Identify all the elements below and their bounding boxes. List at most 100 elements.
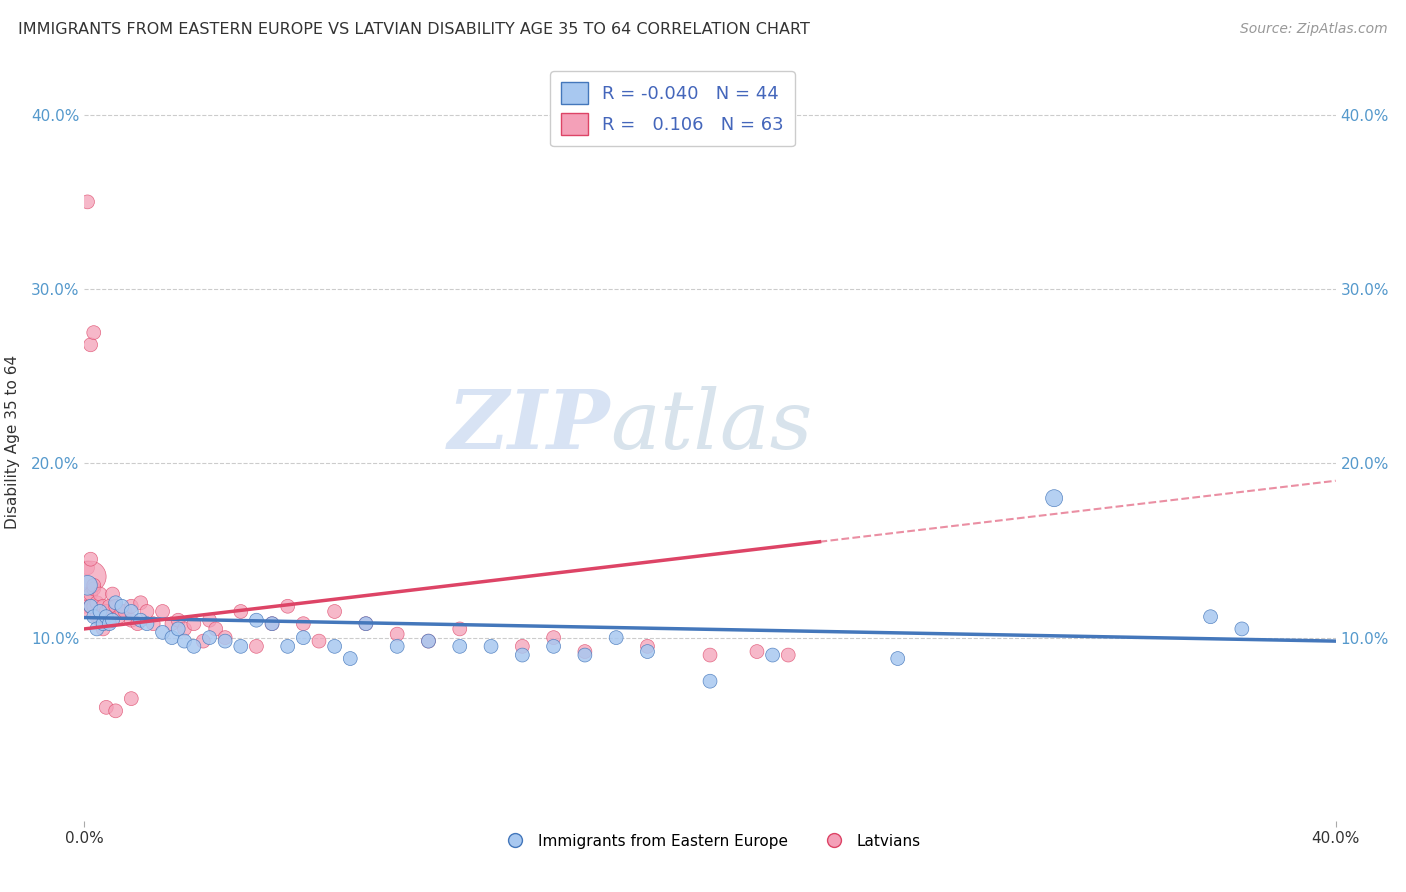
Point xyxy=(152,625,174,640)
Point xyxy=(339,651,361,665)
Text: atlas: atlas xyxy=(610,386,813,467)
Point xyxy=(637,644,659,658)
Point xyxy=(79,599,101,614)
Point xyxy=(214,634,236,648)
Point xyxy=(292,631,315,645)
Point xyxy=(86,622,108,636)
Point xyxy=(86,596,108,610)
Point xyxy=(1199,609,1222,624)
Point xyxy=(76,578,98,592)
Point xyxy=(277,599,299,614)
Text: Source: ZipAtlas.com: Source: ZipAtlas.com xyxy=(1240,22,1388,37)
Point xyxy=(76,194,98,209)
Point xyxy=(574,648,596,662)
Point xyxy=(183,616,205,631)
Point xyxy=(142,616,165,631)
Point xyxy=(79,569,101,583)
Point xyxy=(214,631,236,645)
Point xyxy=(111,605,134,619)
Point xyxy=(385,627,409,641)
Point xyxy=(605,631,627,645)
Point xyxy=(204,622,226,636)
Point xyxy=(173,634,195,648)
Point xyxy=(76,605,98,619)
Point xyxy=(111,599,134,614)
Point xyxy=(1043,491,1066,506)
Point xyxy=(120,691,142,706)
Point xyxy=(98,616,121,631)
Point xyxy=(479,640,502,654)
Point xyxy=(277,640,299,654)
Point xyxy=(778,648,800,662)
Point xyxy=(104,596,127,610)
Point xyxy=(96,700,118,714)
Point xyxy=(86,609,108,624)
Point xyxy=(101,613,124,627)
Point xyxy=(183,640,205,654)
Point xyxy=(79,552,101,566)
Point xyxy=(229,640,252,654)
Point xyxy=(83,599,105,614)
Point xyxy=(129,596,152,610)
Text: ZIP: ZIP xyxy=(447,386,610,467)
Point xyxy=(543,640,565,654)
Point xyxy=(79,338,101,352)
Point xyxy=(83,578,105,592)
Point xyxy=(79,599,101,614)
Point xyxy=(120,613,142,627)
Point xyxy=(745,644,768,658)
Point xyxy=(449,640,471,654)
Point xyxy=(127,616,149,631)
Point xyxy=(91,616,114,631)
Point xyxy=(262,616,284,631)
Point xyxy=(418,634,440,648)
Point xyxy=(173,622,195,636)
Point xyxy=(385,640,409,654)
Point xyxy=(1230,622,1253,636)
Point xyxy=(96,609,118,624)
Point xyxy=(120,605,142,619)
Point xyxy=(83,326,105,340)
Point xyxy=(262,616,284,631)
Point xyxy=(160,631,183,645)
Point xyxy=(543,631,565,645)
Point xyxy=(76,561,98,575)
Point xyxy=(198,631,221,645)
Point xyxy=(762,648,785,662)
Point xyxy=(418,634,440,648)
Point xyxy=(98,599,121,614)
Point xyxy=(193,634,215,648)
Point xyxy=(104,704,127,718)
Point xyxy=(323,605,346,619)
Point xyxy=(101,587,124,601)
Point xyxy=(574,644,596,658)
Point xyxy=(89,605,111,619)
Point xyxy=(245,613,267,627)
Point xyxy=(637,640,659,654)
Point xyxy=(89,587,111,601)
Point xyxy=(91,599,114,614)
Legend: Immigrants from Eastern Europe, Latvians: Immigrants from Eastern Europe, Latvians xyxy=(494,828,927,855)
Point xyxy=(167,613,190,627)
Point xyxy=(91,622,114,636)
Point xyxy=(89,613,111,627)
Point xyxy=(114,605,136,619)
Point xyxy=(107,609,129,624)
Point xyxy=(887,651,910,665)
Point xyxy=(512,640,534,654)
Point xyxy=(160,616,183,631)
Point xyxy=(198,613,221,627)
Point xyxy=(167,622,190,636)
Point xyxy=(245,640,267,654)
Point xyxy=(512,648,534,662)
Point xyxy=(323,640,346,654)
Point xyxy=(136,616,159,631)
Point xyxy=(96,605,118,619)
Point xyxy=(292,616,315,631)
Point xyxy=(129,613,152,627)
Point xyxy=(83,609,105,624)
Point xyxy=(354,616,377,631)
Point xyxy=(76,587,98,601)
Point xyxy=(79,587,101,601)
Point xyxy=(152,605,174,619)
